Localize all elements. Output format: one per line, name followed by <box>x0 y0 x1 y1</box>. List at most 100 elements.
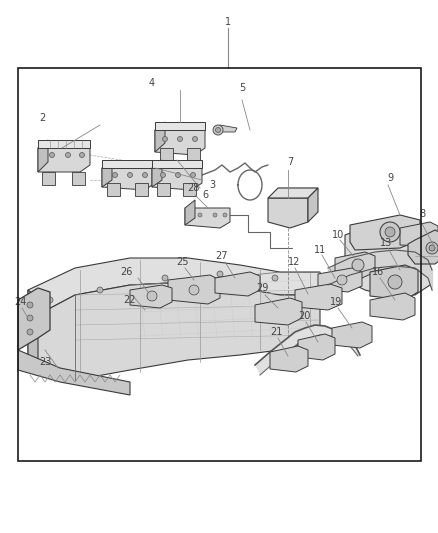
Polygon shape <box>155 130 205 155</box>
Text: 3: 3 <box>208 180 215 190</box>
Circle shape <box>223 213 226 217</box>
Polygon shape <box>152 160 162 187</box>
Circle shape <box>272 275 277 281</box>
Polygon shape <box>267 198 307 228</box>
Text: 13: 13 <box>379 238 391 248</box>
Polygon shape <box>369 265 417 300</box>
Polygon shape <box>254 325 359 375</box>
Polygon shape <box>28 290 38 375</box>
Polygon shape <box>152 160 201 168</box>
Polygon shape <box>407 230 438 264</box>
Polygon shape <box>28 258 319 320</box>
Polygon shape <box>38 140 90 148</box>
Circle shape <box>175 173 180 177</box>
Text: 20: 20 <box>297 311 310 321</box>
Circle shape <box>47 297 53 303</box>
Circle shape <box>162 275 168 281</box>
Circle shape <box>27 329 33 335</box>
Circle shape <box>212 125 223 135</box>
Polygon shape <box>254 298 301 325</box>
Text: 1: 1 <box>224 17 230 27</box>
Circle shape <box>216 271 223 277</box>
Polygon shape <box>331 322 371 348</box>
Text: 19: 19 <box>329 297 341 307</box>
Circle shape <box>162 136 167 141</box>
Polygon shape <box>187 148 200 161</box>
Polygon shape <box>307 188 317 222</box>
Polygon shape <box>135 183 148 196</box>
Circle shape <box>142 173 147 177</box>
Polygon shape <box>130 285 172 308</box>
Text: 27: 27 <box>215 251 228 261</box>
Text: 22: 22 <box>124 295 136 305</box>
Polygon shape <box>38 148 90 172</box>
Text: 5: 5 <box>238 83 244 93</box>
Circle shape <box>336 275 346 285</box>
Polygon shape <box>102 168 155 190</box>
Circle shape <box>428 245 434 251</box>
Polygon shape <box>155 122 205 130</box>
Polygon shape <box>215 272 259 296</box>
Polygon shape <box>344 222 429 295</box>
Text: 8: 8 <box>418 209 424 219</box>
Circle shape <box>177 136 182 141</box>
Text: 26: 26 <box>120 267 132 277</box>
Circle shape <box>147 291 157 301</box>
Polygon shape <box>72 172 85 185</box>
Polygon shape <box>28 282 319 380</box>
Text: 24: 24 <box>14 297 26 307</box>
Text: 29: 29 <box>255 283 268 293</box>
Text: 7: 7 <box>286 157 293 167</box>
Polygon shape <box>399 222 437 246</box>
Polygon shape <box>215 125 237 132</box>
Polygon shape <box>42 172 55 185</box>
Circle shape <box>27 302 33 308</box>
Polygon shape <box>157 183 170 196</box>
Text: 12: 12 <box>287 257 300 267</box>
Text: 21: 21 <box>269 327 282 337</box>
Circle shape <box>351 259 363 271</box>
Text: 16: 16 <box>371 267 383 277</box>
Circle shape <box>212 213 216 217</box>
Polygon shape <box>317 268 361 292</box>
Text: 2: 2 <box>39 113 45 123</box>
Text: 28: 28 <box>187 183 199 193</box>
Text: 4: 4 <box>148 78 155 88</box>
Polygon shape <box>267 188 317 198</box>
Text: 9: 9 <box>386 173 392 183</box>
Circle shape <box>379 222 399 242</box>
Bar <box>18 68 420 461</box>
Text: 11: 11 <box>313 245 325 255</box>
Circle shape <box>160 173 165 177</box>
Text: 10: 10 <box>331 230 343 240</box>
Circle shape <box>387 275 401 289</box>
Polygon shape <box>334 252 374 278</box>
Polygon shape <box>152 168 201 190</box>
Text: 23: 23 <box>39 357 51 367</box>
Circle shape <box>384 227 394 237</box>
Polygon shape <box>102 160 155 168</box>
Polygon shape <box>18 288 50 350</box>
Polygon shape <box>155 122 165 152</box>
Circle shape <box>49 152 54 157</box>
Polygon shape <box>168 275 219 304</box>
Polygon shape <box>184 200 194 225</box>
Circle shape <box>425 242 437 254</box>
Polygon shape <box>102 160 112 187</box>
Text: 25: 25 <box>177 257 189 267</box>
Circle shape <box>189 285 198 295</box>
Polygon shape <box>349 215 419 250</box>
Polygon shape <box>159 148 173 161</box>
Circle shape <box>192 136 197 141</box>
Circle shape <box>97 287 103 293</box>
Circle shape <box>198 213 201 217</box>
Circle shape <box>112 173 117 177</box>
Polygon shape <box>38 140 48 172</box>
Polygon shape <box>107 183 120 196</box>
Polygon shape <box>269 346 307 372</box>
Polygon shape <box>297 334 334 360</box>
Polygon shape <box>369 293 414 320</box>
Circle shape <box>79 152 84 157</box>
Circle shape <box>127 173 132 177</box>
Polygon shape <box>294 284 341 310</box>
